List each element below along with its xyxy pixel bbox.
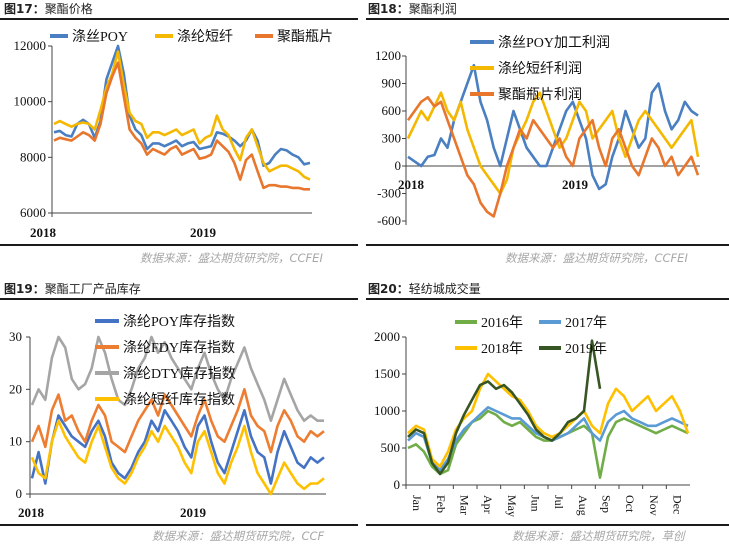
panel-20-bottom-rule [366,524,729,526]
panel-20-source: 数据来源：盛达期货研究院，草创 [512,529,685,543]
p17-legend-label: 涤纶短纤 [177,29,233,45]
p17-legend-label: 涤丝POY [72,29,128,45]
panel-19-label: 图19： [4,282,45,296]
p18-y-tick-label: 0 [395,158,402,173]
panel-18-rule [366,18,729,20]
p20-x-tick-label: Mar [457,495,471,515]
panel-17-title-text: 聚酯价格 [44,2,93,16]
panel-17-title: 图17：聚酯价格 [4,2,93,16]
p20-y-tick-label: 2000 [374,329,400,344]
p18-y-tick-label: 300 [382,131,402,146]
p17-y-tick-label: 10000 [14,94,47,109]
p18-series-2-line [406,91,700,195]
p20-x-tick-label: Dec [670,495,684,514]
panel-18-title-text: 聚酯利润 [408,2,457,16]
panel-19-rule [0,298,358,300]
panel-17-rule [0,18,358,20]
p20-x-tick-label: Apr [481,495,495,514]
p20-y-tick-label: 1500 [374,366,400,381]
panel-18-title: 图18：聚酯利润 [368,2,457,16]
p20-y-tick-label: 500 [381,440,401,455]
p17-y-tick-label: 6000 [20,205,46,220]
p20-x-tick-label: Jun [528,495,542,512]
p18-x-tick-label: 2019 [562,177,589,192]
p18-y-tick-label: 600 [382,103,402,118]
p20-x-tick-label: Aug [576,495,590,516]
p19-legend-label: 涤纶POY库存指数 [123,314,235,330]
p19-x-tick-label: 2019 [180,505,207,520]
p20-x-tick-label: May [505,495,519,517]
p19-legend-label: 涤纶短纤库存指数 [123,392,235,408]
p19-legend-label: 涤纶DTY库存指数 [123,366,236,382]
panel-18-source: 数据来源：盛达期货研究院，CCFEI [505,251,688,265]
p20-x-tick-label: Jul [552,495,566,510]
p18-legend-label: 聚酯瓶片利润 [498,87,582,103]
p19-y-tick-label: 0 [16,486,23,501]
p18-legend-label: 涤丝POY加工利润 [498,35,610,51]
p18-series-3-line [406,96,700,218]
p20-series-1-line [407,409,689,479]
p18-y-tick-label: -300 [377,186,401,201]
panel-20-label: 图20： [368,282,409,296]
p17-series-3-line [53,61,310,191]
p17-legend-label: 聚酯瓶片 [277,29,333,45]
p19-series-4-line [30,419,325,496]
p19-x-tick-label: 2018 [18,505,45,520]
p20-y-tick-label: 0 [394,477,401,492]
p19-series-1-line [30,408,325,485]
panel-20-title-text: 轻纺城成交量 [408,282,481,296]
p18-legend-label: 涤纶短纤利润 [498,61,582,77]
p17-x-tick-label: 2019 [190,225,217,240]
p17-series-2-line [53,50,311,181]
p20-x-tick-label: Nov [647,495,661,516]
p18-x-tick-label: 2018 [398,177,425,192]
p19-legend-label: 涤纶FDY库存指数 [123,340,235,356]
p17-y-tick-label: 12000 [14,38,47,53]
panel-19-bottom-rule [0,524,358,526]
panel-17-source: 数据来源：盛达期货研究院，CCFEI [140,251,323,265]
panel-17-bottom-rule [0,244,358,246]
panel-18-label: 图18： [368,2,409,16]
p17-series-1-line [53,44,311,167]
panel-20-rule [366,298,729,300]
p20-series-4-line [407,339,602,476]
p20-x-tick-label: Jan [410,495,424,511]
p17-y-tick-label: 8000 [20,149,46,164]
p19-series-2-line [30,387,325,454]
panel-20-title: 图20：轻纺城成交量 [368,282,481,296]
p20-legend-label: 2018年 [481,341,523,357]
panel-17-label: 图17： [4,2,45,16]
p20-legend-label: 2016年 [481,315,523,331]
p17-x-tick-label: 2018 [30,225,57,240]
p20-legend-label: 2017年 [565,315,607,331]
p18-y-tick-label: 900 [382,76,402,91]
p18-y-tick-label: 1200 [375,48,401,63]
p20-x-tick-label: Feb [434,495,448,513]
p20-x-tick-label: Oct [623,495,637,513]
p18-y-tick-label: -600 [377,213,401,228]
p19-y-tick-label: 30 [9,329,22,344]
panel-19-source: 数据来源：盛达期货研究院，CCF [152,529,325,543]
p19-y-tick-label: 20 [9,381,22,396]
p19-y-tick-label: 10 [9,434,22,449]
p20-legend-label: 2019年 [565,341,607,357]
p19-series-3-line [30,335,324,423]
panel-18-bottom-rule [366,244,729,246]
panel-19-title: 图19：聚酯工厂产品库存 [4,282,141,296]
p20-y-tick-label: 1000 [374,403,400,418]
panel-19-title-text: 聚酯工厂产品库存 [44,282,141,296]
p20-x-tick-label: Sep [599,495,613,513]
